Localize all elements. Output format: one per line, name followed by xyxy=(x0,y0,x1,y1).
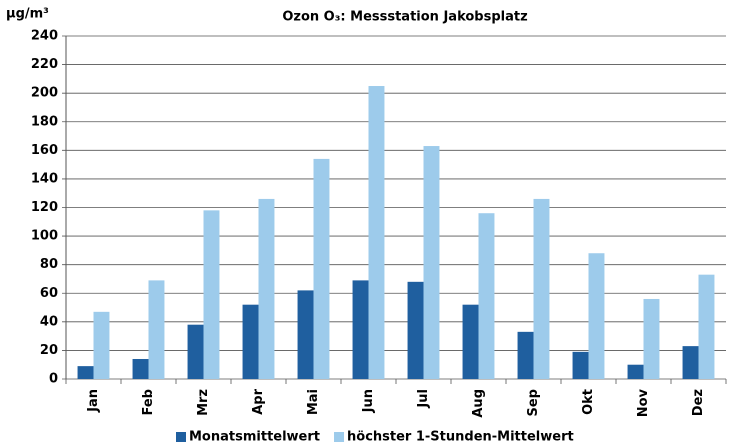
bar xyxy=(77,366,94,379)
y-tick-label: 0 xyxy=(49,372,58,387)
y-tick-label: 160 xyxy=(31,143,58,158)
bar xyxy=(478,213,495,379)
bar xyxy=(297,290,314,379)
y-tick-label: 20 xyxy=(40,343,58,358)
bar xyxy=(368,86,385,379)
bar xyxy=(132,358,149,379)
x-tick-label: Jan xyxy=(86,389,101,413)
y-tick-label: 220 xyxy=(31,57,58,72)
bar xyxy=(258,198,275,379)
y-tick-label: 100 xyxy=(31,229,58,244)
x-tick-label: Sep xyxy=(526,389,541,417)
legend-swatch xyxy=(334,432,345,442)
bar xyxy=(698,274,715,379)
x-tick-label: Apr xyxy=(251,388,266,414)
x-tick-label: Feb xyxy=(141,389,156,415)
bar xyxy=(407,281,424,379)
bar xyxy=(203,210,220,379)
legend-swatch xyxy=(176,432,186,442)
bar xyxy=(352,280,369,379)
bar xyxy=(572,351,589,379)
bar xyxy=(242,304,259,379)
bar xyxy=(423,146,440,379)
y-tick-label: 200 xyxy=(31,86,58,101)
x-tick-label: Jun xyxy=(361,389,376,413)
legend-label: Monatsmittelwert xyxy=(189,430,320,445)
bar xyxy=(93,311,110,379)
y-axis-label: µg/m³ xyxy=(6,7,49,22)
x-tick-label: Dez xyxy=(691,389,706,416)
bar xyxy=(313,158,330,379)
y-tick-label: 240 xyxy=(31,29,58,44)
bar xyxy=(462,304,479,379)
bar xyxy=(643,298,660,379)
bar xyxy=(517,331,534,379)
legend-label: höchster 1-Stunden-Mittelwert xyxy=(347,430,574,445)
x-tick-label: Okt xyxy=(581,389,596,415)
x-tick-label: Mai xyxy=(306,389,321,415)
x-tick-label: Aug xyxy=(471,389,486,418)
y-tick-label: 40 xyxy=(40,314,58,329)
bar xyxy=(627,364,644,379)
chart-title: Ozon O₃: Messstation Jakobsplatz xyxy=(282,10,527,25)
bar xyxy=(187,324,204,379)
y-tick-label: 80 xyxy=(40,257,58,272)
y-tick-label: 140 xyxy=(31,171,58,186)
bar xyxy=(533,198,550,379)
x-tick-label: Mrz xyxy=(196,389,211,416)
y-tick-label: 180 xyxy=(31,114,58,129)
bar xyxy=(588,253,605,379)
x-tick-label: Jul xyxy=(416,389,431,409)
x-tick-label: Nov xyxy=(636,388,651,417)
y-tick-label: 120 xyxy=(31,200,58,215)
y-tick-label: 60 xyxy=(40,286,58,301)
bar xyxy=(148,280,165,379)
bar xyxy=(682,346,699,379)
